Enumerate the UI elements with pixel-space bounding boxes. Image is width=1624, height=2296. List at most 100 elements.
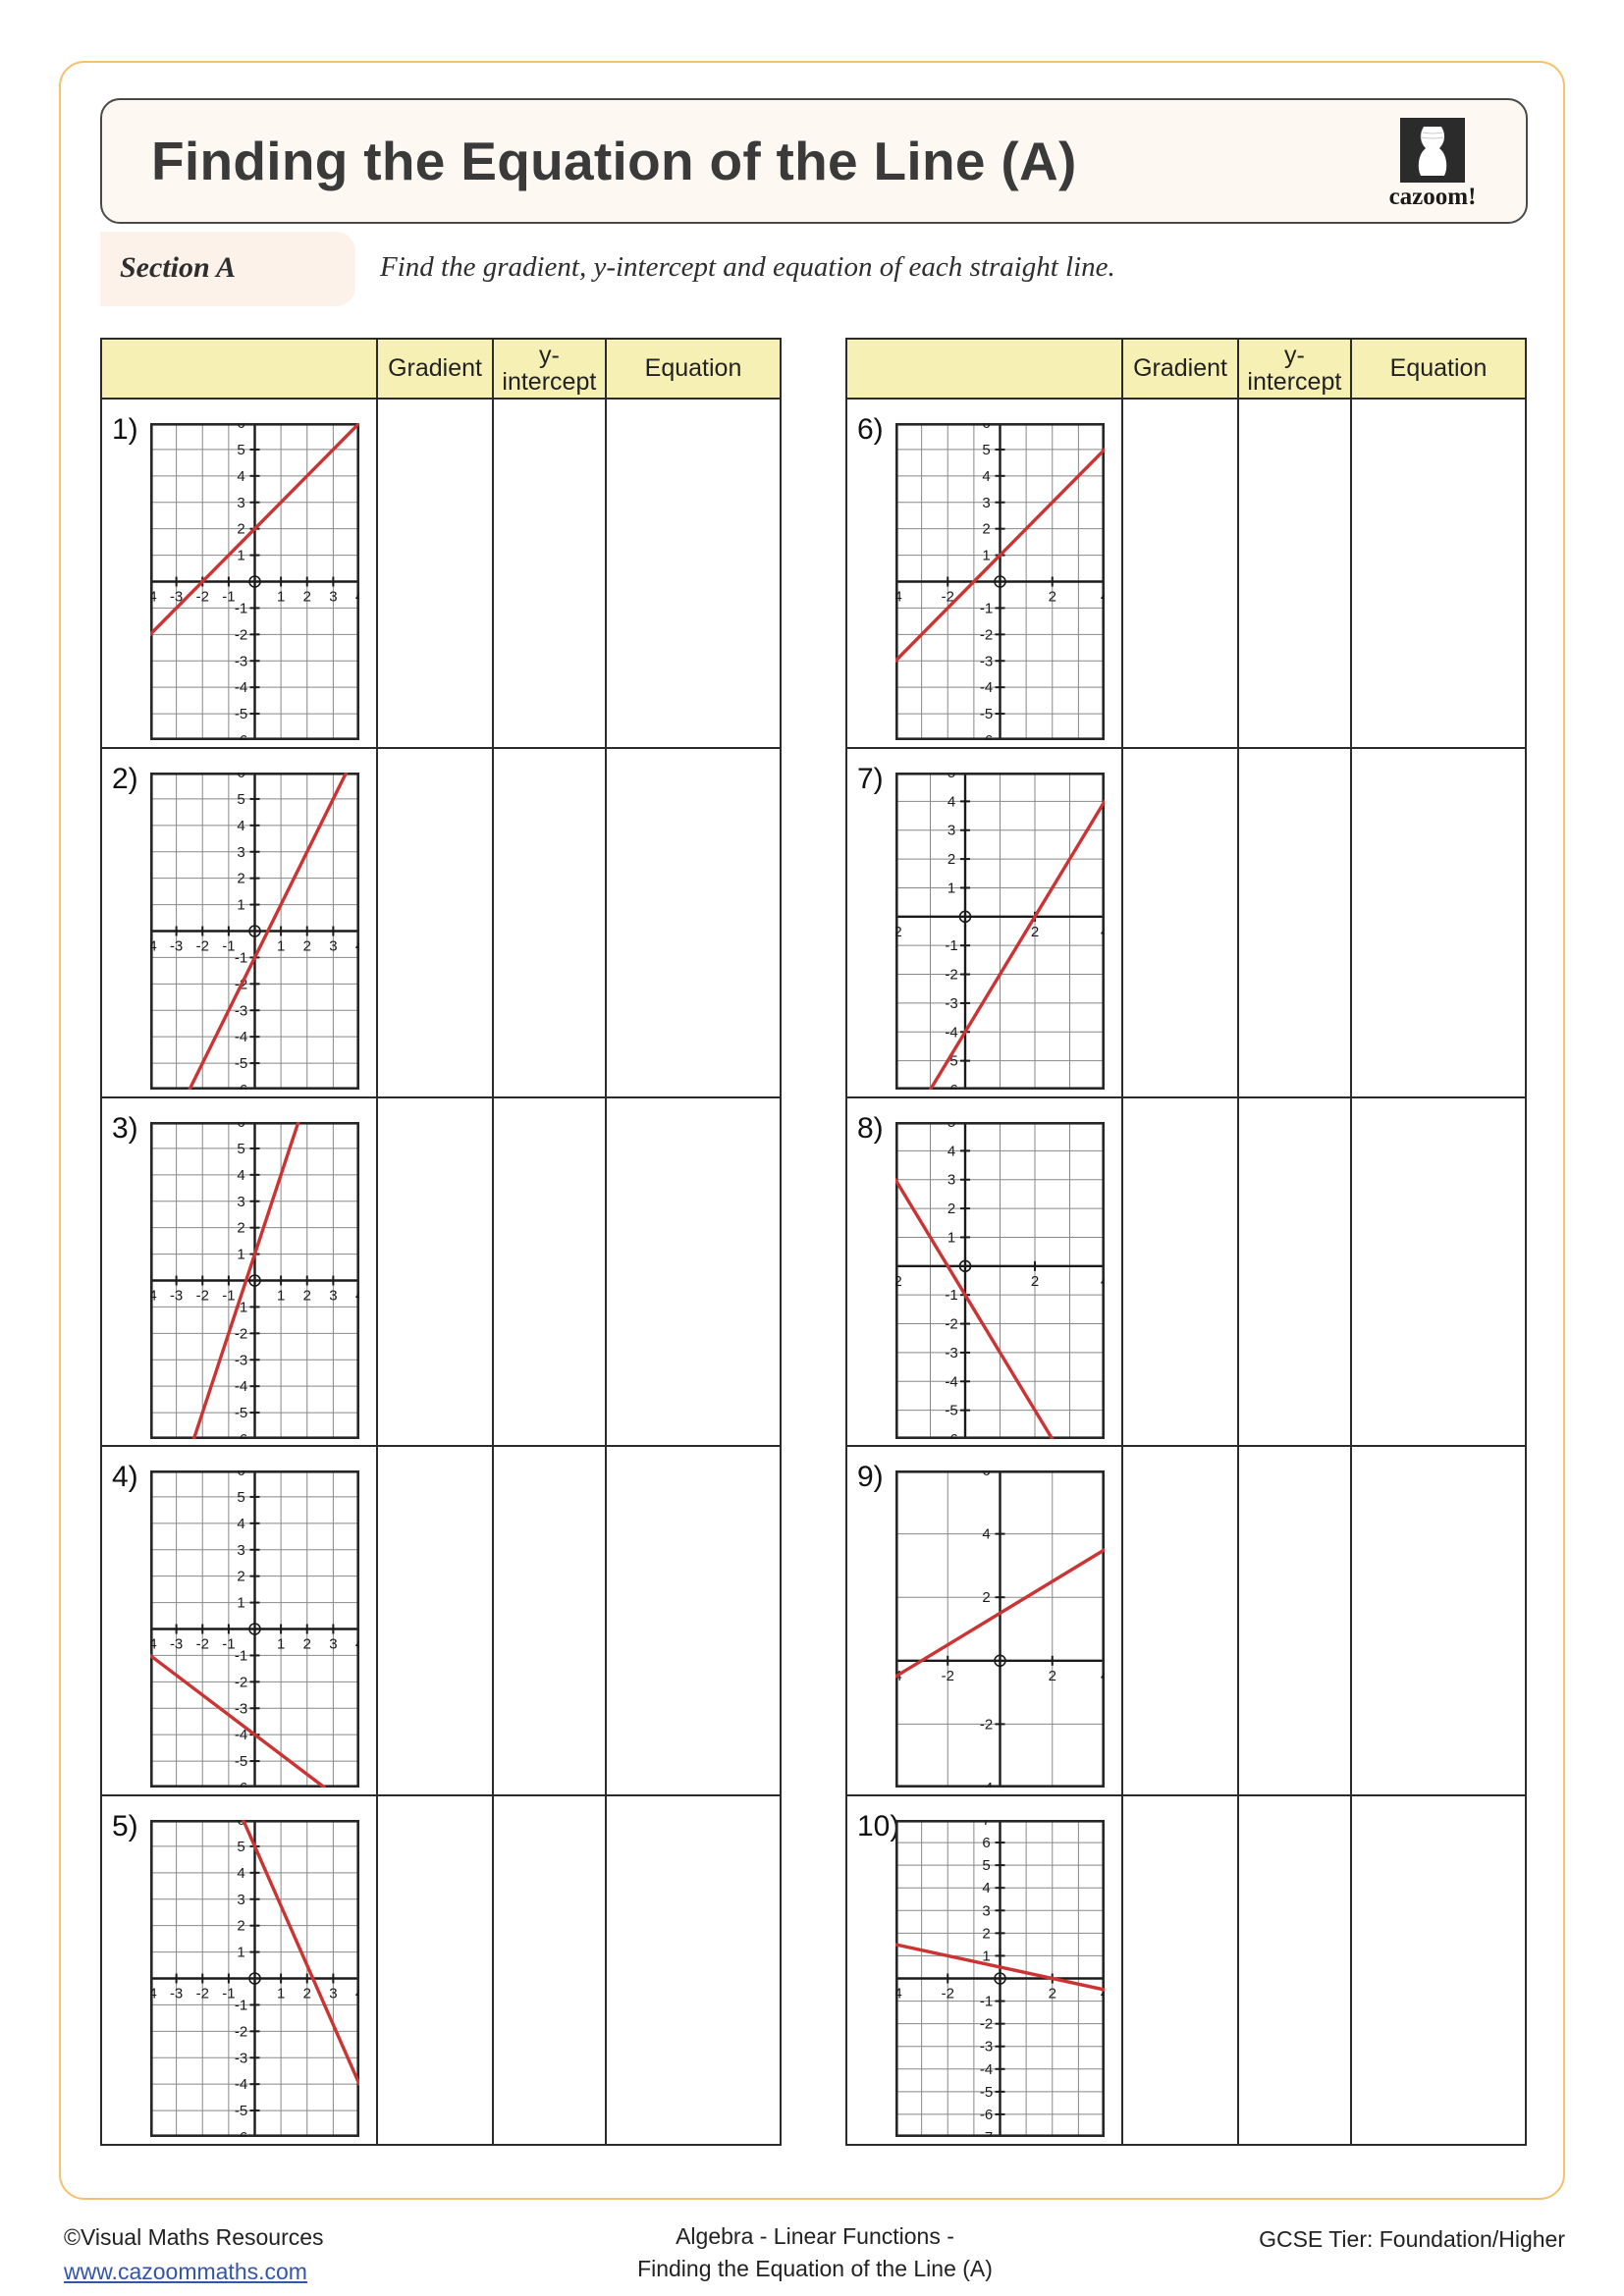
svg-text:3: 3 [329, 1986, 337, 2002]
svg-text:-3: -3 [235, 1352, 247, 1368]
svg-text:-6: -6 [980, 732, 993, 740]
svg-text:3: 3 [947, 1171, 955, 1188]
svg-text:3: 3 [237, 1193, 244, 1209]
svg-text:-1: -1 [222, 1287, 235, 1304]
svg-text:-5: -5 [235, 1753, 247, 1770]
svg-text:-2: -2 [980, 2016, 993, 2033]
svg-text:-2: -2 [196, 1287, 209, 1304]
svg-text:2: 2 [237, 1918, 244, 1935]
svg-text:-2: -2 [235, 2024, 247, 2041]
svg-text:6: 6 [237, 773, 244, 781]
svg-text:-1: -1 [945, 1287, 957, 1304]
svg-text:3: 3 [237, 1542, 244, 1559]
svg-text:1: 1 [277, 589, 285, 606]
svg-text:6: 6 [237, 1470, 244, 1479]
svg-text:-3: -3 [235, 1701, 247, 1718]
svg-text:7: 7 [982, 1820, 990, 1829]
svg-text:4: 4 [355, 937, 359, 954]
svg-text:-4: -4 [150, 1636, 157, 1653]
svg-text:4: 4 [237, 1865, 244, 1882]
svg-text:1: 1 [277, 1986, 285, 2002]
svg-text:5: 5 [982, 1857, 990, 1874]
svg-text:-1: -1 [945, 937, 957, 954]
svg-text:4: 4 [947, 793, 955, 810]
svg-text:-4: -4 [945, 1024, 957, 1041]
svg-text:4: 4 [237, 818, 244, 834]
svg-text:-2: -2 [196, 589, 209, 606]
svg-text:3: 3 [329, 937, 337, 954]
svg-text:4: 4 [237, 468, 244, 485]
svg-text:4: 4 [1101, 1668, 1105, 1684]
svg-text:-1: -1 [235, 1648, 247, 1665]
svg-text:-2: -2 [945, 966, 957, 983]
svg-text:1: 1 [237, 896, 244, 913]
svg-text:1: 1 [237, 1595, 244, 1612]
svg-text:-4: -4 [945, 1373, 957, 1390]
svg-text:-4: -4 [150, 1287, 157, 1304]
svg-text:-3: -3 [945, 995, 957, 1012]
svg-text:1: 1 [277, 1636, 285, 1653]
svg-text:5: 5 [237, 1141, 244, 1157]
svg-text:3: 3 [982, 495, 990, 511]
svg-text:-4: -4 [235, 1029, 247, 1045]
svg-text:-2: -2 [235, 1325, 247, 1342]
svg-text:2: 2 [1049, 589, 1056, 606]
svg-text:3: 3 [237, 844, 244, 861]
svg-text:3: 3 [329, 1636, 337, 1653]
svg-text:4: 4 [355, 1636, 359, 1653]
svg-text:-6: -6 [235, 1431, 247, 1439]
svg-text:-4: -4 [235, 679, 247, 696]
svg-text:-2: -2 [895, 1272, 902, 1289]
svg-text:-4: -4 [980, 2061, 993, 2078]
svg-text:-5: -5 [945, 1402, 957, 1418]
svg-text:2: 2 [982, 521, 990, 538]
svg-text:-3: -3 [980, 2039, 993, 2056]
svg-text:-4: -4 [150, 937, 157, 954]
svg-text:-2: -2 [235, 626, 247, 643]
svg-text:1: 1 [237, 1945, 244, 1961]
svg-text:-1: -1 [235, 949, 247, 966]
svg-text:1: 1 [947, 1229, 955, 1246]
svg-text:2: 2 [982, 1926, 990, 1943]
svg-text:-4: -4 [235, 2076, 247, 2093]
svg-text:-6: -6 [235, 732, 247, 740]
svg-text:2: 2 [303, 589, 311, 606]
svg-text:-5: -5 [980, 2084, 993, 2101]
svg-text:2: 2 [947, 851, 955, 868]
svg-text:3: 3 [237, 1892, 244, 1908]
svg-text:1: 1 [237, 548, 244, 564]
svg-text:-3: -3 [170, 1986, 183, 2002]
svg-text:1: 1 [237, 1246, 244, 1262]
svg-text:2: 2 [303, 937, 311, 954]
svg-text:-1: -1 [235, 1998, 247, 2014]
svg-text:4: 4 [1101, 924, 1105, 940]
svg-text:-3: -3 [170, 937, 183, 954]
svg-text:-5: -5 [235, 1055, 247, 1072]
svg-text:2: 2 [237, 1569, 244, 1585]
svg-text:3: 3 [237, 495, 244, 511]
svg-text:-1: -1 [980, 600, 993, 616]
svg-text:5: 5 [237, 1489, 244, 1506]
svg-text:2: 2 [1031, 924, 1039, 940]
svg-text:3: 3 [329, 1287, 337, 1304]
svg-text:5: 5 [237, 442, 244, 458]
svg-text:3: 3 [329, 589, 337, 606]
svg-text:4: 4 [982, 468, 990, 485]
svg-text:-6: -6 [980, 2107, 993, 2123]
svg-text:2: 2 [303, 1287, 311, 1304]
svg-text:-4: -4 [980, 1780, 993, 1788]
svg-text:-2: -2 [895, 924, 902, 940]
svg-text:-7: -7 [980, 2129, 993, 2137]
svg-text:5: 5 [947, 1122, 955, 1131]
svg-text:-3: -3 [235, 653, 247, 669]
svg-text:3: 3 [947, 823, 955, 839]
svg-text:4: 4 [982, 1526, 990, 1543]
svg-text:-3: -3 [235, 2050, 247, 2066]
svg-text:-3: -3 [170, 1287, 183, 1304]
svg-text:-3: -3 [170, 1636, 183, 1653]
svg-text:4: 4 [1101, 589, 1105, 606]
svg-text:-6: -6 [945, 1431, 957, 1439]
svg-text:-3: -3 [945, 1345, 957, 1362]
svg-text:-4: -4 [980, 679, 993, 696]
svg-text:-6: -6 [235, 1780, 247, 1788]
